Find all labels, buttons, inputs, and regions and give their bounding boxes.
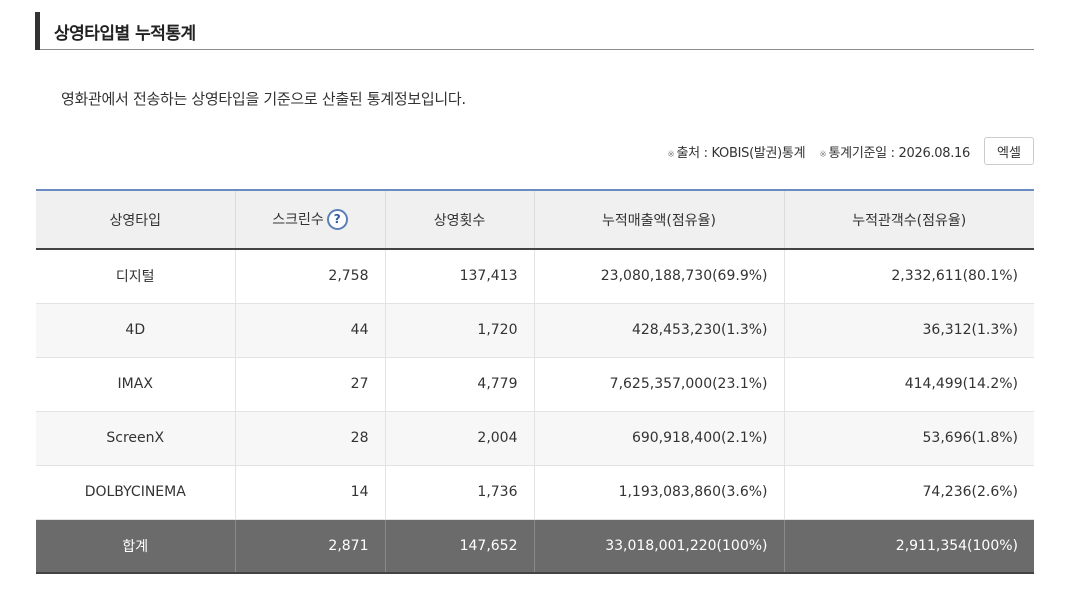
cell-shows: 1,720 [384, 303, 534, 358]
cell-shows: 147,652 [384, 519, 534, 574]
table-row: ScreenX 28 2,004 690,918,400(2.1%) 53,69… [36, 411, 1034, 466]
screening-type-stats-table: 상영타입 스크린수? 상영횟수 누적매출액(점유율) 누적관객수(점유율) 디지… [36, 189, 1034, 574]
cell-audience: 74,236(2.6%) [783, 465, 1034, 520]
source-origin: ※ 출처 : KOBIS(발권)통계 [667, 142, 805, 161]
cell-screens: 2,871 [234, 519, 385, 574]
cell-shows: 137,413 [384, 249, 534, 304]
column-header-revenue: 누적매출액(점유율) [533, 189, 784, 250]
note-mark: ※ [667, 149, 675, 160]
cell-type: DOLBYCINEMA [36, 465, 235, 520]
note-mark: ※ [819, 149, 827, 160]
table-row: IMAX 27 4,779 7,625,357,000(23.1%) 414,4… [36, 357, 1034, 412]
cell-type: 디지털 [36, 249, 235, 304]
excel-download-button[interactable]: 엑셀 [984, 137, 1034, 165]
cell-audience: 2,911,354(100%) [783, 519, 1034, 574]
cell-revenue: 7,625,357,000(23.1%) [533, 357, 784, 412]
cell-screens: 44 [234, 303, 385, 358]
question-circle-icon[interactable]: ? [326, 209, 348, 231]
cell-type: 합계 [36, 519, 235, 574]
source-base-date: ※ 통계기준일 : 2026.08.16 [819, 142, 970, 161]
cell-screens: 27 [234, 357, 385, 412]
cell-revenue: 23,080,188,730(69.9%) [533, 249, 784, 304]
description-text: 영화관에서 전송하는 상영타입을 기준으로 산출된 통계정보입니다. [61, 90, 466, 108]
cell-type: 4D [36, 303, 235, 358]
table-total-row: 합계 2,871 147,652 33,018,001,220(100%) 2,… [36, 519, 1034, 574]
cell-shows: 1,736 [384, 465, 534, 520]
table-row: 4D 44 1,720 428,453,230(1.3%) 36,312(1.3… [36, 303, 1034, 358]
column-header-audience: 누적관객수(점유율) [783, 189, 1034, 250]
source-origin-text: 출처 : KOBIS(발권)통계 [676, 145, 806, 161]
column-header-screens: 스크린수? [234, 189, 385, 250]
cell-type: ScreenX [36, 411, 235, 466]
cell-audience: 414,499(14.2%) [783, 357, 1034, 412]
cell-shows: 2,004 [384, 411, 534, 466]
column-header-screens-label: 스크린수 [272, 211, 324, 228]
page-title: 상영타입별 누적통계 [54, 24, 196, 44]
source-info: ※ 출처 : KOBIS(발권)통계 ※ 통계기준일 : 2026.08.16 … [667, 137, 1034, 165]
table-row: 디지털 2,758 137,413 23,080,188,730(69.9%) … [36, 249, 1034, 304]
section-header: 상영타입별 누적통계 [35, 12, 1034, 50]
column-header-type: 상영타입 [36, 189, 235, 250]
base-date-text: 통계기준일 : 2026.08.16 [828, 145, 971, 161]
cell-audience: 36,312(1.3%) [783, 303, 1034, 358]
cell-revenue: 1,193,083,860(3.6%) [533, 465, 784, 520]
cell-shows: 4,779 [384, 357, 534, 412]
cell-revenue: 690,918,400(2.1%) [533, 411, 784, 466]
cell-screens: 14 [234, 465, 385, 520]
cell-audience: 2,332,611(80.1%) [783, 249, 1034, 304]
cell-screens: 28 [234, 411, 385, 466]
column-header-shows: 상영횟수 [384, 189, 534, 250]
cell-revenue: 428,453,230(1.3%) [533, 303, 784, 358]
cell-screens: 2,758 [234, 249, 385, 304]
cell-type: IMAX [36, 357, 235, 412]
table-header-row: 상영타입 스크린수? 상영횟수 누적매출액(점유율) 누적관객수(점유율) [36, 189, 1034, 250]
table-row: DOLBYCINEMA 14 1,736 1,193,083,860(3.6%)… [36, 465, 1034, 520]
title-accent-bar [35, 12, 40, 50]
cell-revenue: 33,018,001,220(100%) [533, 519, 784, 574]
cell-audience: 53,696(1.8%) [783, 411, 1034, 466]
